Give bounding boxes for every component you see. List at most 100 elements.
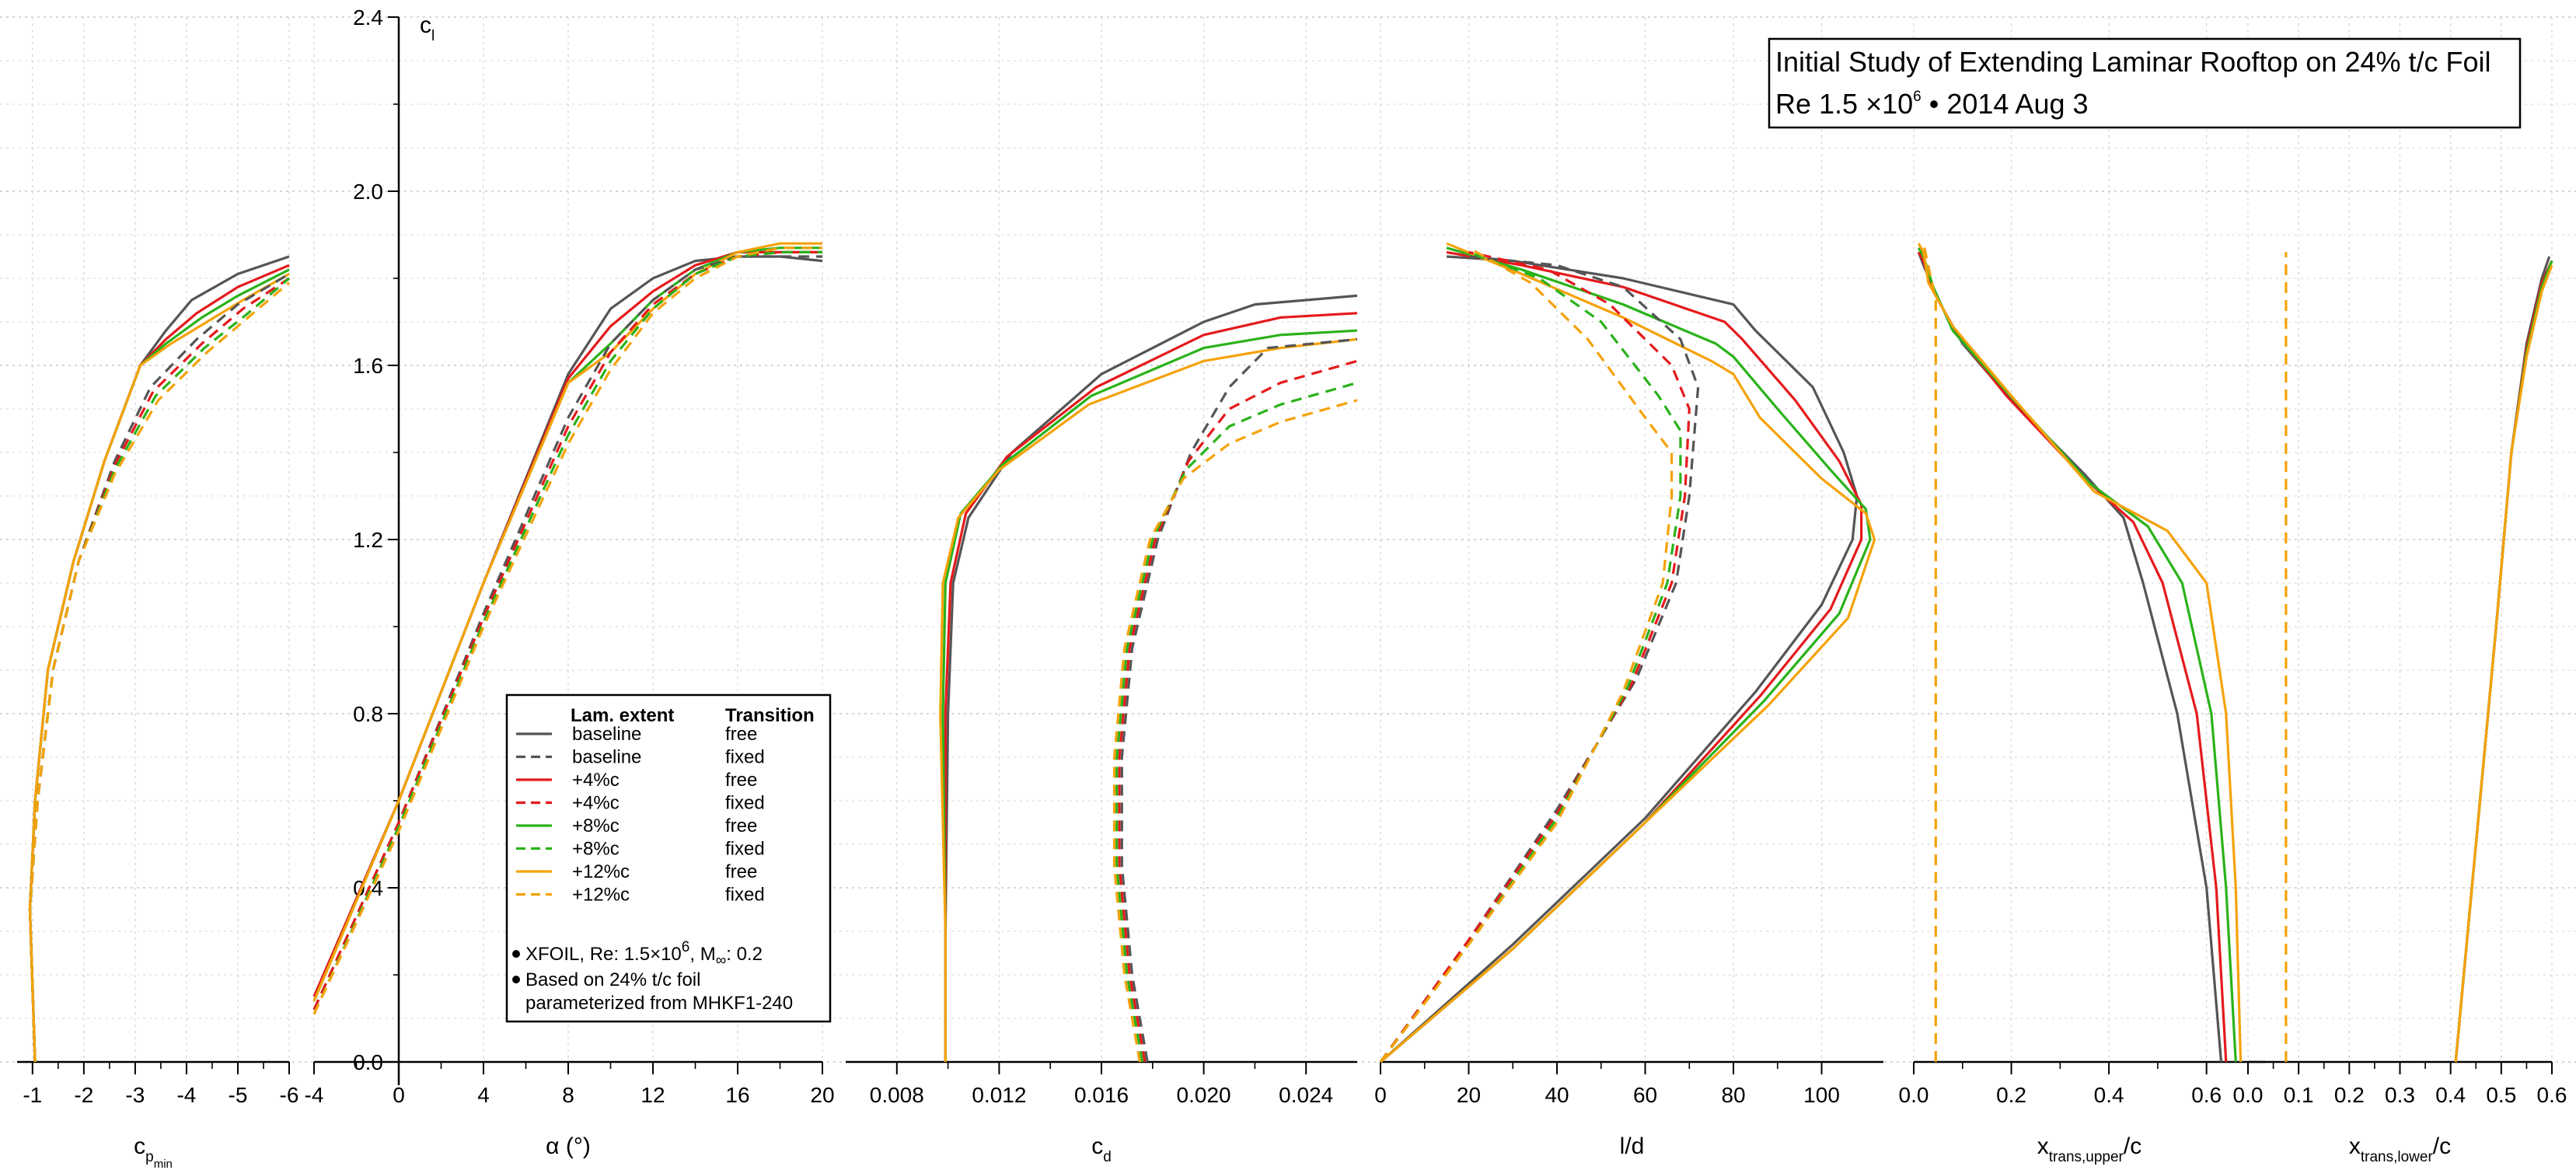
curve-cd-12c-free: [939, 337, 1358, 1062]
curve-alpha-4c-fixed: [312, 250, 822, 1011]
x-tick-label: 0.020: [1177, 1083, 1231, 1107]
x-tick-label: 80: [1721, 1083, 1745, 1107]
legend-extent-label: +12%c: [572, 861, 630, 882]
x-tick-label: -3: [125, 1083, 145, 1107]
y-tick-label: 2.0: [353, 180, 383, 204]
x-tick-label: -6: [280, 1083, 299, 1107]
x-tick-label: 0.008: [870, 1083, 924, 1107]
curve-ld-12c-free: [1379, 242, 1876, 1063]
curve-cd-4c-free: [944, 312, 1358, 1062]
curve-cd-4c-fixed: [1118, 359, 1358, 1063]
legend-header-transition: Transition: [725, 705, 815, 726]
curve-alpha-8c-fixed: [312, 250, 822, 1015]
x-tick-label: 60: [1633, 1083, 1657, 1107]
legend-note-2-line-2: parameterized from MHKF1-240: [525, 993, 793, 1014]
curve-ld-8c-fixed: [1379, 250, 1682, 1063]
x-tick-label: 0.0: [2233, 1083, 2264, 1107]
legend-extent-label: +4%c: [572, 770, 620, 791]
legend-transition-label: free: [725, 770, 757, 791]
x-tick-label: 16: [725, 1083, 749, 1107]
x-axis-label-ld: l/d: [1620, 1133, 1645, 1159]
title-line-1: Initial Study of Extending Laminar Rooft…: [1775, 46, 2491, 78]
x-tick-label: 20: [1457, 1083, 1481, 1107]
legend-note-2-line-1: Based on 24% t/c foil: [525, 969, 700, 990]
x-tick-label: 4: [477, 1083, 490, 1107]
grid: [0, 16, 2576, 1063]
y-tick-label: 1.2: [353, 528, 383, 552]
x-tick-label: 0.3: [2385, 1083, 2415, 1107]
curve-ld-baseline-free: [1379, 255, 1859, 1063]
legend-transition-label: free: [725, 816, 757, 836]
x-tick-label: -2: [74, 1083, 93, 1107]
curve-cd-12c-fixed: [1112, 399, 1358, 1063]
curve-cd-8c-fixed: [1115, 381, 1358, 1063]
legend-transition-label: fixed: [725, 885, 765, 906]
curves: [28, 242, 2553, 1063]
x-tick-label: 0: [393, 1083, 405, 1107]
x-tick-label: 0.012: [972, 1083, 1026, 1107]
curve-ld-4c-fixed: [1379, 250, 1691, 1063]
legend: Lam. extent Transition baseline free basel…: [505, 693, 832, 1023]
x-tick-label: 0.5: [2486, 1083, 2516, 1107]
curve-xtu-8c-free: [1917, 247, 2237, 1063]
x-tick-label: 12: [641, 1083, 665, 1107]
y-tick-label: 2.4: [353, 5, 383, 30]
x-tick-label: 0.6: [2191, 1083, 2222, 1107]
legend-transition-label: fixed: [725, 747, 765, 768]
x-tick-label: 0.4: [2094, 1083, 2124, 1107]
title-box: Initial Study of Extending Laminar Rooft…: [1768, 37, 2522, 129]
curve-ld-4c-free: [1379, 250, 1863, 1063]
legend-transition-label: free: [725, 724, 757, 745]
axes: 0.0 0.4 0.8 1.2 1.6 2.0 2.4 -1 -2 -3 -4 -5 -6 cpmin -4…: [17, 5, 2567, 1170]
legend-extent-label: +12%c: [572, 885, 630, 906]
x-tick-label: 20: [810, 1083, 834, 1107]
y-tick-label: 0.8: [353, 702, 383, 726]
curve-cd-baseline-free: [944, 294, 1358, 1062]
curve-xtl-8c-free: [2454, 260, 2553, 1063]
curve-xtl-4c-free: [2454, 260, 2553, 1063]
curve-xtl-12c-free: [2454, 264, 2553, 1063]
legend-extent-label: +8%c: [572, 839, 620, 860]
x-axis-label-xtu: xtrans,upper/c: [2037, 1133, 2141, 1165]
curve-cpmin-baseline-fixed: [28, 273, 290, 1063]
legend-extent-label: baseline: [572, 724, 641, 745]
legend-header-extent: Lam. extent: [571, 705, 674, 726]
curve-cpmin-12c-free: [28, 273, 290, 1063]
x-tick-label: 0.6: [2537, 1083, 2567, 1107]
x-axis-label-cpmin: cpmin: [134, 1133, 173, 1170]
x-tick-label: 100: [1803, 1083, 1840, 1107]
x-axis-label-cd: cd: [1091, 1133, 1112, 1165]
curve-cd-baseline-fixed: [1120, 337, 1358, 1063]
y-axis-label: cl: [420, 12, 435, 44]
x-tick-label: 8: [562, 1083, 574, 1107]
legend-transition-label: fixed: [725, 793, 765, 814]
x-tick-label: 0.2: [1996, 1083, 2026, 1107]
legend-transition-label: fixed: [725, 839, 765, 860]
curve-alpha-baseline-fixed: [312, 255, 822, 1011]
x-tick-label: -4: [305, 1083, 324, 1107]
curve-cd-8c-free: [941, 329, 1358, 1062]
curve-xtu-4c-free: [1917, 251, 2228, 1063]
legend-bullet-1: [512, 950, 520, 958]
x-tick-label: 0: [1374, 1083, 1387, 1107]
curve-xtl-baseline-free: [2454, 256, 2551, 1063]
x-tick-label: 0.4: [2435, 1083, 2466, 1107]
curve-alpha-12c-fixed: [312, 246, 822, 1015]
curve-alpha-12c-free: [312, 242, 822, 1002]
legend-note-1: XFOIL, Re: 1.5×106, M∞: 0.2: [525, 939, 763, 969]
x-tick-label: -4: [176, 1083, 196, 1107]
curve-xtu-12c-fixed: [1922, 243, 1937, 1062]
curve-xtu-baseline-free: [1917, 251, 2223, 1063]
x-tick-label: 0.1: [2284, 1083, 2314, 1107]
x-axis-label-xtl: xtrans,lower/c: [2349, 1133, 2451, 1165]
x-axis-label-alpha: α (°): [546, 1133, 591, 1159]
x-tick-label: 40: [1545, 1083, 1569, 1107]
legend-extent-label: baseline: [572, 747, 641, 768]
legend-extent-label: +4%c: [572, 793, 620, 814]
x-tick-label: 0.2: [2334, 1083, 2365, 1107]
x-tick-label: 0.016: [1074, 1083, 1129, 1107]
title-line-2: Re 1.5 ×106 • 2014 Aug 3: [1775, 88, 2089, 120]
x-tick-label: -5: [229, 1083, 248, 1107]
y-tick-label: 1.6: [353, 354, 383, 378]
